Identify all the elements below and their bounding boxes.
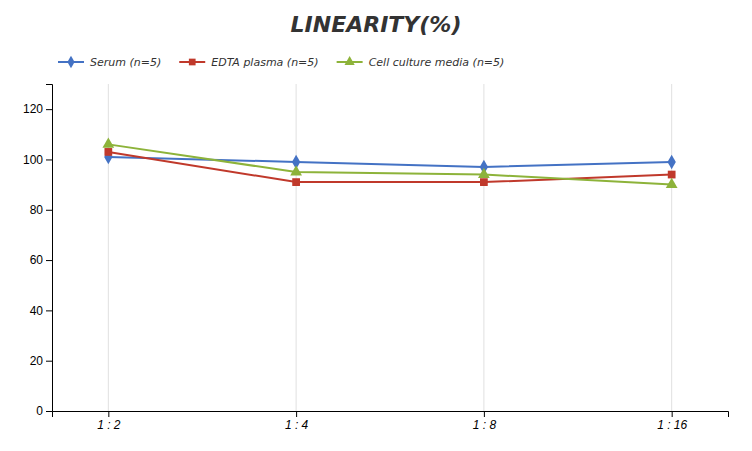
tick-mark	[46, 210, 52, 211]
tick-label: 1 : 4	[285, 418, 309, 432]
marker	[668, 155, 676, 169]
marker	[290, 165, 302, 175]
line	[108, 144, 671, 184]
grid-line	[483, 84, 484, 411]
legend-item: Cell culture media (n=5)	[337, 56, 505, 69]
title: LINEARITY(%)	[291, 12, 462, 37]
marks	[102, 138, 677, 188]
tick: 100	[23, 153, 52, 167]
tick: 1 : 8	[473, 411, 497, 432]
tick: 1 : 2	[97, 411, 121, 432]
tick-mark	[46, 310, 52, 311]
tick-mark	[672, 411, 673, 417]
tick: 1 : 16	[657, 411, 687, 432]
tick-label: 80	[30, 203, 44, 217]
tick-mark	[296, 411, 297, 417]
legend-marker	[67, 56, 74, 68]
legend-marker	[345, 56, 355, 65]
tick-label: 120	[23, 102, 43, 116]
chart: 1 : 2 1 : 4 1 : 8 1 : 16 0 20 40 60 80 100 120 LINE…	[0, 0, 752, 451]
tick-label: 40	[30, 304, 44, 318]
tick-label: 1 : 8	[473, 418, 497, 432]
grid-line	[671, 84, 672, 411]
tick-mark	[46, 260, 52, 261]
legend-item: Serum (n=5)	[58, 56, 161, 69]
tick-label: 20	[30, 354, 44, 368]
marker	[102, 138, 114, 148]
marker	[104, 148, 112, 156]
tick-label: 0	[36, 404, 43, 418]
grid-line	[296, 84, 297, 411]
tick: 1 : 4	[285, 411, 309, 432]
tick-mark	[108, 411, 109, 417]
tick-label: 60	[30, 253, 44, 267]
axis-line	[53, 412, 729, 418]
marker	[478, 168, 490, 178]
marker	[292, 178, 300, 186]
grid-line	[108, 84, 109, 411]
legend-label: Cell culture media (n=5)	[369, 56, 505, 69]
tick-mark	[484, 411, 485, 417]
marker	[480, 178, 488, 186]
plot: 1 : 2 1 : 4 1 : 8 1 : 16 0 20 40 60 80 100 120	[23, 84, 729, 432]
tick: 20	[30, 354, 52, 368]
grid	[108, 84, 671, 411]
marker	[666, 178, 678, 188]
tick-mark	[46, 411, 52, 412]
tick: 60	[30, 253, 52, 267]
axis-line	[46, 85, 53, 412]
legend-label: EDTA plasma (n=5)	[211, 56, 318, 69]
marker	[668, 171, 676, 179]
tick-mark	[46, 361, 52, 362]
tick-mark	[46, 159, 52, 160]
legend-marker	[189, 59, 196, 66]
tick-label: 100	[23, 153, 43, 167]
legend-item: EDTA plasma (n=5)	[179, 56, 318, 69]
tick-label: 1 : 2	[97, 418, 121, 432]
x-axis: 1 : 2 1 : 4 1 : 8 1 : 16	[53, 411, 729, 432]
tick: 120	[23, 102, 52, 116]
tick: 0	[36, 404, 52, 418]
tick: 40	[30, 304, 52, 318]
tick: 80	[30, 203, 52, 217]
y-axis: 0 20 40 60 80 100 120	[23, 85, 53, 419]
tick-label: 1 : 16	[657, 418, 687, 432]
legend: Serum (n=5) EDTA plasma (n=5) Cell culture…	[58, 56, 504, 69]
legend-label: Serum (n=5)	[90, 56, 161, 69]
tick-mark	[46, 109, 52, 110]
